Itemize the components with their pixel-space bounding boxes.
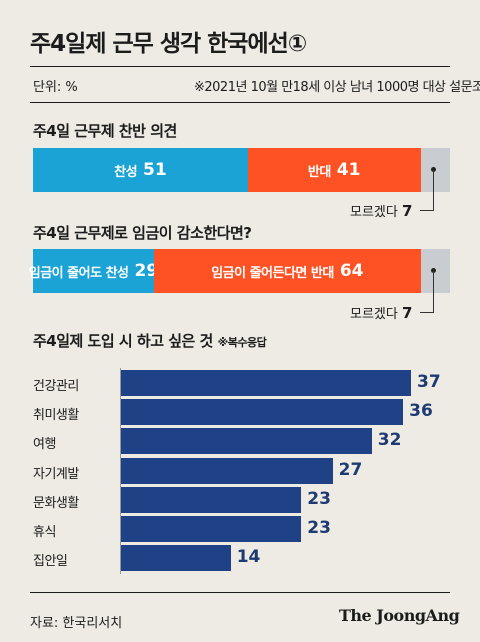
category-label: 여행 <box>33 437 56 453</box>
bar <box>121 486 302 513</box>
unit-label: 단위: % <box>33 80 78 95</box>
opinion-segment-label-1: 반대 <box>307 164 331 180</box>
category-label: 건강관리 <box>33 379 79 394</box>
opinion-segment-value-0: 51 <box>143 160 167 180</box>
survey-note: ※2021년 10월 만18세 이상 남녀 1000명 대상 설문조사 <box>194 80 480 95</box>
opinion-segment-0: 찬성 51 <box>33 148 248 192</box>
bar <box>121 399 404 426</box>
header-rule <box>30 102 450 103</box>
bar-value-label: 36 <box>409 401 433 422</box>
bar-value-label: 23 <box>307 488 331 509</box>
unknown-label-2: 모르겠다 7 <box>350 304 413 322</box>
chart2-title: 주4일 근무제로 임금이 감소한다면? <box>33 224 252 242</box>
bar <box>121 457 333 484</box>
callout-line-2 <box>433 271 434 312</box>
bar <box>121 428 372 455</box>
opinion-segment-label-0: 찬성 <box>114 164 138 180</box>
publisher-logo: The JoongAng <box>339 606 460 625</box>
chart3-axis <box>120 368 121 574</box>
wage-segment-label-1: 임금이 줄어든다면 반대 <box>211 265 334 281</box>
bar-value-label: 32 <box>377 430 402 451</box>
category-label: 취미생활 <box>33 408 79 424</box>
source-label: 자료: 한국리서치 <box>30 616 123 631</box>
stacked-bar-opinion: 찬성 51 반대 41 <box>33 148 450 192</box>
category-label: 휴식 <box>33 525 56 540</box>
bar <box>121 370 411 396</box>
chart3-title: 주4일제 도입 시 하고 싶은 것 ※복수응답 <box>33 332 267 350</box>
wage-segment-value-1: 64 <box>339 261 364 281</box>
callout-dot-2 <box>431 268 436 273</box>
category-label: 문화생활 <box>33 495 79 511</box>
callout-tick-2 <box>420 312 434 313</box>
bar <box>121 545 231 572</box>
opinion-segment-1: 반대 41 <box>247 148 421 192</box>
page-title: 주4일제 근무 생각 한국에선① <box>30 31 307 57</box>
callout-line-1 <box>433 170 434 210</box>
bar-value-label: 37 <box>417 372 441 392</box>
footer-rule <box>30 592 450 593</box>
callout-tick-1 <box>420 210 434 211</box>
unknown-label-1: 모르겠다 7 <box>350 202 413 220</box>
bar-value-label: 14 <box>236 547 261 568</box>
title-rule <box>30 66 450 67</box>
wage-segment-label-0: 임금이 줄어도 찬성 <box>28 265 129 281</box>
category-label: 자기계발 <box>33 466 79 482</box>
callout-dot-1 <box>431 167 436 172</box>
opinion-segment-value-1: 41 <box>336 160 361 180</box>
bar <box>121 516 302 542</box>
wage-segment-1: 임금이 줄어든다면 반대 64 <box>153 249 421 293</box>
chart1-title: 주4일 근무제 찬반 의견 <box>33 122 177 140</box>
wage-segment-0: 임금이 줄어도 찬성 29 <box>29 249 158 293</box>
category-label: 집안일 <box>33 554 68 570</box>
bar-value-label: 27 <box>338 459 363 480</box>
bar-value-label: 23 <box>307 518 331 538</box>
stacked-bar-wage: 임금이 줄어도 찬성 29 임금이 줄어든다면 반대 64 <box>29 249 450 293</box>
wage-segment-value-0: 29 <box>134 261 159 281</box>
